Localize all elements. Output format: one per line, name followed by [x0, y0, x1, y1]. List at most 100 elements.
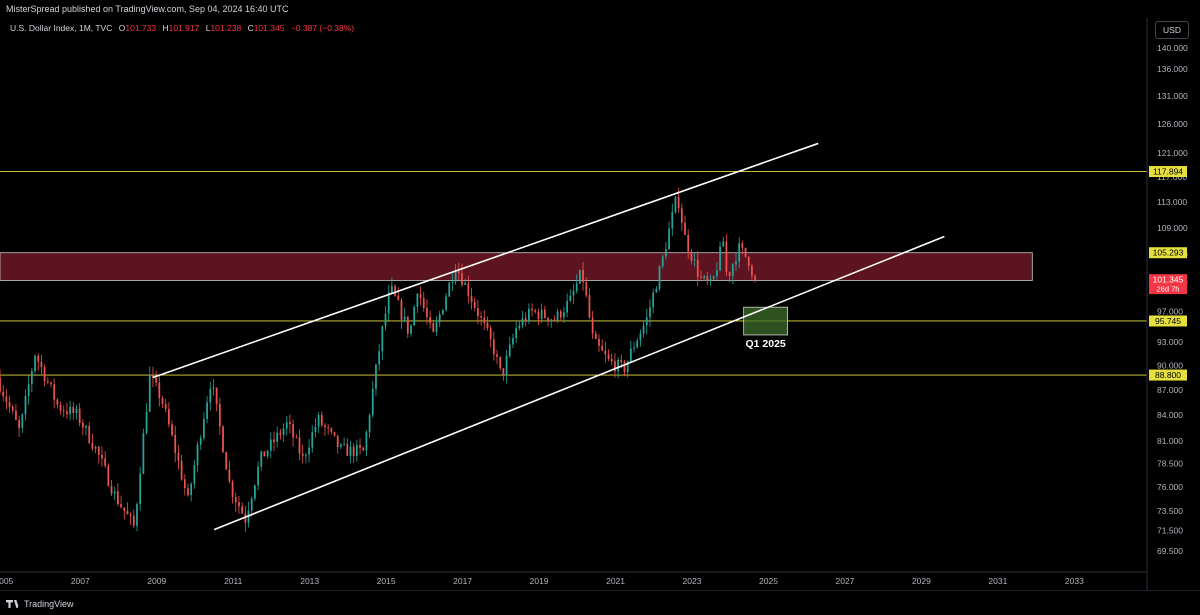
- candle-body: [231, 481, 234, 498]
- tradingview-brand[interactable]: TradingView: [6, 599, 74, 609]
- candle-body: [292, 424, 294, 438]
- candle-body: [451, 281, 454, 283]
- legend-open-value: 101.733: [125, 23, 157, 33]
- candle-body: [180, 460, 183, 480]
- candle-body: [171, 424, 173, 435]
- candle-body: [330, 428, 333, 432]
- candle-body: [40, 361, 43, 368]
- candle-body: [0, 377, 1, 392]
- brand-name: TradingView: [24, 599, 74, 609]
- candle-body: [276, 432, 279, 442]
- candles: [0, 187, 756, 532]
- candle-body: [499, 356, 502, 369]
- candle-body: [203, 418, 205, 438]
- candle-body: [633, 347, 635, 349]
- y-tick-label: 131.000: [1157, 91, 1188, 101]
- candle-body: [132, 515, 135, 526]
- footer-bar: TradingView: [0, 590, 1200, 615]
- candle-body: [426, 308, 428, 318]
- x-tick-label: 2027: [835, 576, 854, 586]
- candle-body: [43, 367, 46, 382]
- candle-body: [69, 406, 71, 415]
- candle-body: [158, 382, 161, 399]
- candle-body: [117, 491, 119, 505]
- y-tick-label: 84.000: [1157, 410, 1183, 420]
- candle-body: [375, 364, 377, 389]
- candle-body: [107, 465, 110, 486]
- candle-body: [680, 208, 683, 223]
- candle-body: [187, 488, 189, 496]
- candle-body: [626, 361, 629, 373]
- candle-body: [238, 502, 240, 507]
- candle-body: [27, 384, 30, 396]
- y-tick-label: 71.500: [1157, 526, 1183, 536]
- candle-body: [311, 432, 314, 448]
- candle-body: [642, 325, 645, 334]
- candle-body: [279, 432, 282, 435]
- candle-body: [212, 387, 215, 389]
- candle-body: [340, 444, 342, 448]
- symbol-legend[interactable]: U.S. Dollar Index, 1M, TVC O101.733 H101…: [10, 23, 354, 33]
- candle-body: [607, 354, 610, 359]
- candle-body: [655, 288, 658, 293]
- candle-body: [104, 458, 107, 466]
- currency-button[interactable]: USD: [1155, 21, 1189, 39]
- candle-body: [295, 437, 298, 439]
- y-tick-label: 136.000: [1157, 64, 1188, 74]
- candle-body: [623, 362, 626, 373]
- candle-body: [435, 322, 438, 332]
- legend-open-label: O: [118, 23, 126, 33]
- candle-body: [687, 234, 690, 252]
- candle-body: [528, 308, 530, 322]
- candle-body: [483, 317, 486, 323]
- x-tick-label: 2013: [300, 576, 319, 586]
- candle-body: [228, 469, 231, 482]
- y-tick-label: 90.000: [1157, 360, 1183, 370]
- candle-body: [578, 269, 581, 284]
- candle-body: [384, 313, 387, 327]
- candle-body: [75, 408, 78, 414]
- candle-body: [693, 259, 696, 261]
- candle-body: [145, 411, 148, 434]
- candle-body: [575, 283, 578, 291]
- candle-body: [225, 452, 228, 470]
- x-tick-label: 2031: [988, 576, 1007, 586]
- x-tick-label: 2009: [147, 576, 166, 586]
- candle-body: [661, 256, 664, 267]
- candle-body: [419, 293, 422, 299]
- x-tick-label: 2011: [224, 576, 243, 586]
- candle-body: [735, 261, 737, 265]
- x-tick-label: 2021: [606, 576, 625, 586]
- candle-body: [260, 451, 263, 467]
- candle-body: [336, 435, 339, 448]
- legend-low-value: 101.238: [210, 23, 242, 33]
- candle-body: [352, 446, 355, 457]
- x-tick-label: 2029: [912, 576, 931, 586]
- candle-body: [725, 241, 728, 273]
- candle-body: [34, 355, 36, 372]
- candle-body: [438, 314, 441, 323]
- candle-body: [604, 350, 607, 355]
- candle-body: [477, 308, 479, 317]
- candle-body: [629, 348, 632, 362]
- candle-body: [266, 450, 269, 457]
- candle-body: [684, 222, 686, 235]
- candle-body: [8, 402, 11, 407]
- last-price-countdown: 26d 7h: [1157, 285, 1180, 294]
- candle-body: [731, 264, 734, 277]
- candle-body: [582, 269, 584, 283]
- candle-body: [457, 271, 460, 273]
- candle-body: [747, 256, 750, 266]
- candle-body: [136, 504, 138, 526]
- legend-close-value: 101.345: [253, 23, 285, 33]
- candle-body: [387, 292, 390, 314]
- candle-body: [365, 432, 368, 451]
- candle-body: [588, 295, 591, 318]
- candle-body: [540, 309, 543, 319]
- candle-body: [703, 276, 706, 278]
- candle-body: [744, 247, 747, 257]
- candle-body: [563, 312, 565, 318]
- candle-body: [738, 243, 741, 262]
- candle-body: [406, 316, 409, 334]
